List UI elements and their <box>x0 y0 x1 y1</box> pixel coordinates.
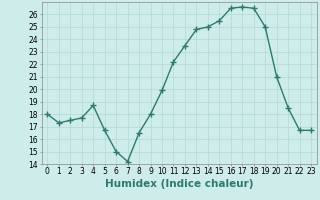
X-axis label: Humidex (Indice chaleur): Humidex (Indice chaleur) <box>105 179 253 189</box>
